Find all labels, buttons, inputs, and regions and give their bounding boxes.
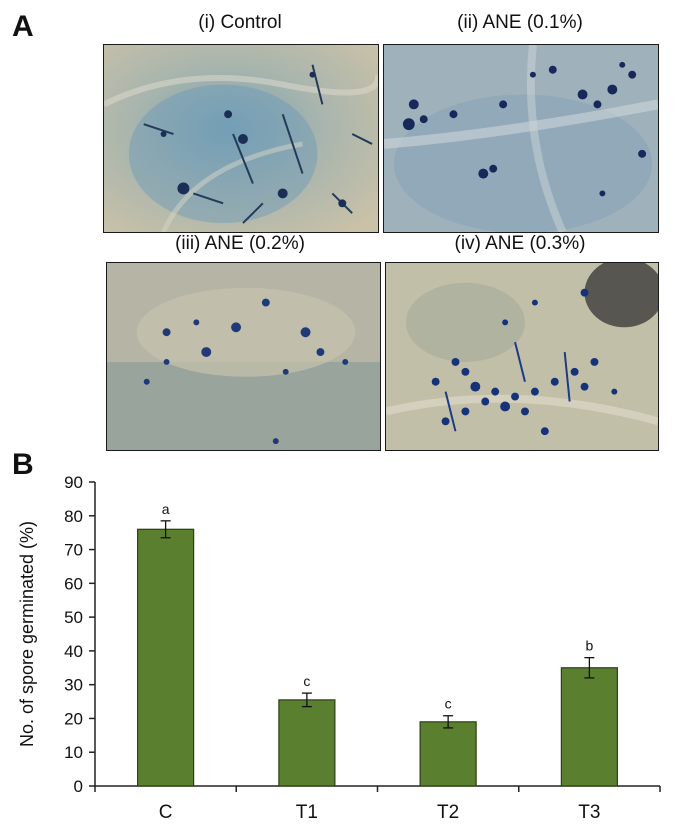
panel-a-label: A xyxy=(12,10,34,43)
y-tick-label: 90 xyxy=(64,473,83,492)
bar-t1 xyxy=(278,699,336,787)
y-axis-label: No. of spore germinated (%) xyxy=(17,521,37,747)
significance-label: a xyxy=(162,501,170,517)
y-tick-label: 0 xyxy=(74,777,83,796)
significance-label: b xyxy=(585,638,593,654)
micrograph-control xyxy=(103,44,379,233)
y-tick-label: 50 xyxy=(64,608,83,627)
significance-label: c xyxy=(445,696,452,712)
caption-control: (i) Control xyxy=(198,12,282,33)
y-tick-label: 40 xyxy=(64,642,83,661)
x-tick-label: T2 xyxy=(437,802,459,823)
y-tick-label: 80 xyxy=(64,507,83,526)
y-tick-label: 60 xyxy=(64,574,83,593)
y-tick-label: 70 xyxy=(64,541,83,560)
panel-b-label: B xyxy=(12,448,34,481)
micrograph-ane-01 xyxy=(383,44,659,233)
caption-ane-02: (iii) ANE (0.2%) xyxy=(175,233,305,254)
x-tick-label: C xyxy=(159,802,173,823)
germination-bar-chart: 0 10 20 30 40 50 60 70 80 90 No. of spore germinat… xyxy=(17,473,661,823)
x-tick-label: T3 xyxy=(578,802,600,823)
y-tick-label: 20 xyxy=(64,709,83,728)
micrograph-ane-03 xyxy=(385,262,659,451)
y-tick-label: 10 xyxy=(64,743,83,762)
caption-ane-03: (iv) ANE (0.3%) xyxy=(454,233,586,254)
bar-t2 xyxy=(419,721,477,787)
bar-t3 xyxy=(560,667,618,787)
caption-ane-01: (ii) ANE (0.1%) xyxy=(457,12,583,33)
significance-label: c xyxy=(303,673,310,689)
y-tick-label: 30 xyxy=(64,676,83,695)
micrograph-ane-02 xyxy=(106,262,381,451)
x-tick-label: T1 xyxy=(296,802,318,823)
bar-c xyxy=(137,528,195,787)
